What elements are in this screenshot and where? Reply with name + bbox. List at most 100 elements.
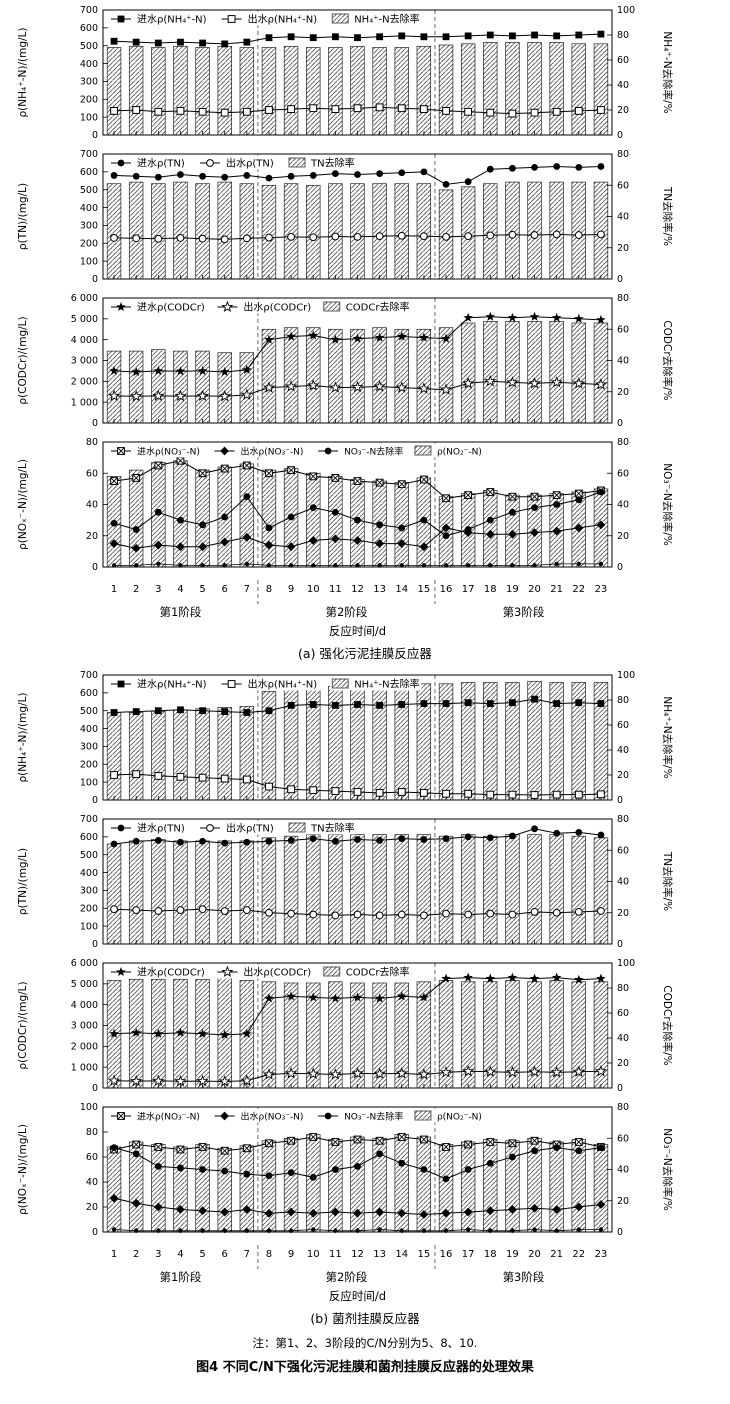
series-effluent-tn [110, 230, 605, 244]
svg-text:2: 2 [133, 584, 139, 595]
svg-text:1: 1 [111, 584, 117, 595]
svg-text:22: 22 [572, 1249, 585, 1260]
svg-text:0: 0 [92, 1227, 98, 1238]
axis-ticks: 0 100 200 300 400 500 600 700 0 20 40 60 80 100 [80, 670, 635, 806]
axis-ticks: 0 1 000 2 000 3 000 4 000 5 000 6 000 0 20 40 60 80 [71, 293, 629, 429]
svg-text:200: 200 [80, 94, 98, 105]
svg-text:300: 300 [80, 77, 98, 88]
svg-text:20: 20 [617, 1058, 629, 1069]
svg-text:TN去除率: TN去除率 [310, 821, 355, 834]
axis-ticks: 0 100 200 300 400 500 600 700 0 20 40 60 80 [80, 149, 629, 285]
svg-text:60: 60 [617, 55, 629, 66]
svg-text:80: 80 [617, 1102, 629, 1113]
svg-text:出水ρ(NO₃⁻-N): 出水ρ(NO₃⁻-N) [241, 445, 304, 457]
svg-text:80: 80 [617, 149, 629, 160]
svg-text:500: 500 [80, 850, 98, 861]
svg-text:80: 80 [617, 814, 629, 825]
svg-text:0: 0 [92, 939, 98, 950]
svg-text:300: 300 [80, 886, 98, 897]
svg-text:100: 100 [80, 777, 98, 788]
panel-a: 0 100 200 300 400 500 600 700 0 20 40 60 80 100 进水ρ(NH… [0, 4, 730, 662]
svg-text:4 000: 4 000 [71, 1000, 98, 1011]
svg-text:6 000: 6 000 [71, 958, 98, 969]
svg-text:14: 14 [395, 1249, 408, 1260]
svg-text:0: 0 [617, 795, 623, 806]
figure-title: 图4 不同C/N下强化污泥挂膜和菌剂挂膜反应器的处理效果 [196, 1360, 534, 1375]
legend: 进水ρ(NH₄⁺-N) 出水ρ(NH₄⁺-N) NH₄⁺-N去除率 [109, 11, 422, 26]
svg-text:6: 6 [222, 1249, 228, 1260]
svg-text:15: 15 [418, 584, 431, 595]
x-axis-label: 反应时间/d [329, 1289, 386, 1303]
svg-text:18: 18 [484, 584, 497, 595]
svg-text:14: 14 [395, 584, 408, 595]
svg-text:100: 100 [80, 1102, 98, 1113]
svg-text:40: 40 [617, 80, 629, 91]
svg-text:第1阶段: 第1阶段 [160, 1270, 202, 1284]
svg-text:20: 20 [617, 531, 629, 542]
series-effluent-no3 [109, 520, 606, 553]
svg-text:17: 17 [462, 1249, 475, 1260]
svg-text:700: 700 [80, 5, 98, 16]
series-influent-tn [110, 825, 605, 848]
svg-text:第3阶段: 第3阶段 [503, 1270, 545, 1284]
bars-tn-removal-rate [106, 181, 609, 280]
svg-text:进水ρ(NH₄⁺-N): 进水ρ(NH₄⁺-N) [137, 678, 207, 690]
svg-text:60: 60 [617, 720, 629, 731]
x-axis-panel-b: 1 2 3 4 5 6 7 8 9 10 11 12 13 14 15 16 17 18 19 20 21 22 23第1阶… [111, 1245, 607, 1303]
svg-text:进水ρ(NO₃⁻-N): 进水ρ(NO₃⁻-N) [137, 445, 200, 457]
svg-text:0: 0 [92, 274, 98, 285]
bars-nh4-removal-rate [106, 42, 609, 136]
svg-text:600: 600 [80, 688, 98, 699]
svg-text:300: 300 [80, 742, 98, 753]
x-axis-panel-a: 1 2 3 4 5 6 7 8 9 10 11 12 13 14 15 16 17 18 19 20 21 22 23第1阶… [111, 580, 607, 638]
svg-text:600: 600 [80, 23, 98, 34]
svg-text:出水ρ(CODCr): 出水ρ(CODCr) [243, 300, 311, 313]
svg-text:2 000: 2 000 [71, 1042, 98, 1053]
svg-text:100: 100 [617, 670, 635, 681]
svg-text:500: 500 [80, 706, 98, 717]
svg-text:19: 19 [506, 584, 519, 595]
left-axis-title: ρ(CODCr)/(mg/L) [17, 316, 29, 404]
svg-text:TN去除率: TN去除率 [310, 156, 355, 169]
svg-text:40: 40 [617, 500, 629, 511]
svg-text:500: 500 [80, 41, 98, 52]
svg-text:0: 0 [617, 1227, 623, 1238]
svg-text:100: 100 [80, 256, 98, 267]
series-effluent-nh4 [110, 770, 605, 799]
svg-text:16: 16 [440, 1249, 453, 1260]
svg-text:2 000: 2 000 [71, 377, 98, 388]
svg-text:60: 60 [617, 845, 629, 856]
svg-text:CODCr去除率: CODCr去除率 [346, 965, 410, 978]
svg-text:1 000: 1 000 [71, 1062, 98, 1073]
axis-ticks: 0 100 200 300 400 500 600 700 0 20 40 60 80 [80, 814, 629, 950]
legend: 进水ρ(TN) 出水ρ(TN) TN去除率 [109, 820, 357, 835]
svg-text:8: 8 [266, 1249, 272, 1260]
right-axis-title: NO₃⁻-N去除率/% [661, 463, 674, 546]
svg-text:7: 7 [244, 1249, 250, 1260]
svg-text:700: 700 [80, 814, 98, 825]
series-influent-nh4 [110, 30, 605, 48]
bars-nox-bars [106, 460, 609, 568]
x-axis-label: 反应时间/d [329, 624, 386, 638]
svg-text:第1阶段: 第1阶段 [160, 605, 202, 619]
svg-text:80: 80 [617, 983, 629, 994]
svg-text:4 000: 4 000 [71, 335, 98, 346]
svg-text:80: 80 [617, 695, 629, 706]
svg-text:12: 12 [351, 1249, 364, 1260]
chart-a-nox: 0 20 40 60 80 0 20 40 60 80 进水ρ(NO₃⁻-N) 出水ρ(NO₃⁻-N)… [17, 437, 674, 573]
svg-text:3: 3 [155, 1249, 161, 1260]
svg-text:出水ρ(NO₃⁻-N): 出水ρ(NO₃⁻-N) [241, 1110, 304, 1122]
svg-text:17: 17 [462, 584, 475, 595]
right-axis-title: CODCr去除率/% [661, 985, 674, 1065]
svg-text:40: 40 [86, 1177, 98, 1188]
svg-text:100: 100 [617, 5, 635, 16]
svg-text:10: 10 [307, 1249, 320, 1260]
svg-text:4: 4 [177, 1249, 183, 1260]
left-axis-title: ρ(NH₄⁺-N)/(mg/L) [17, 692, 29, 782]
svg-text:1 000: 1 000 [71, 397, 98, 408]
svg-text:7: 7 [244, 584, 250, 595]
series-effluent-nh4 [110, 103, 605, 118]
svg-text:11: 11 [329, 584, 342, 595]
svg-text:40: 40 [617, 877, 629, 888]
chart-a-cod: 0 1 000 2 000 3 000 4 000 5 000 6 000 0 20 40 60 80… [17, 293, 674, 429]
